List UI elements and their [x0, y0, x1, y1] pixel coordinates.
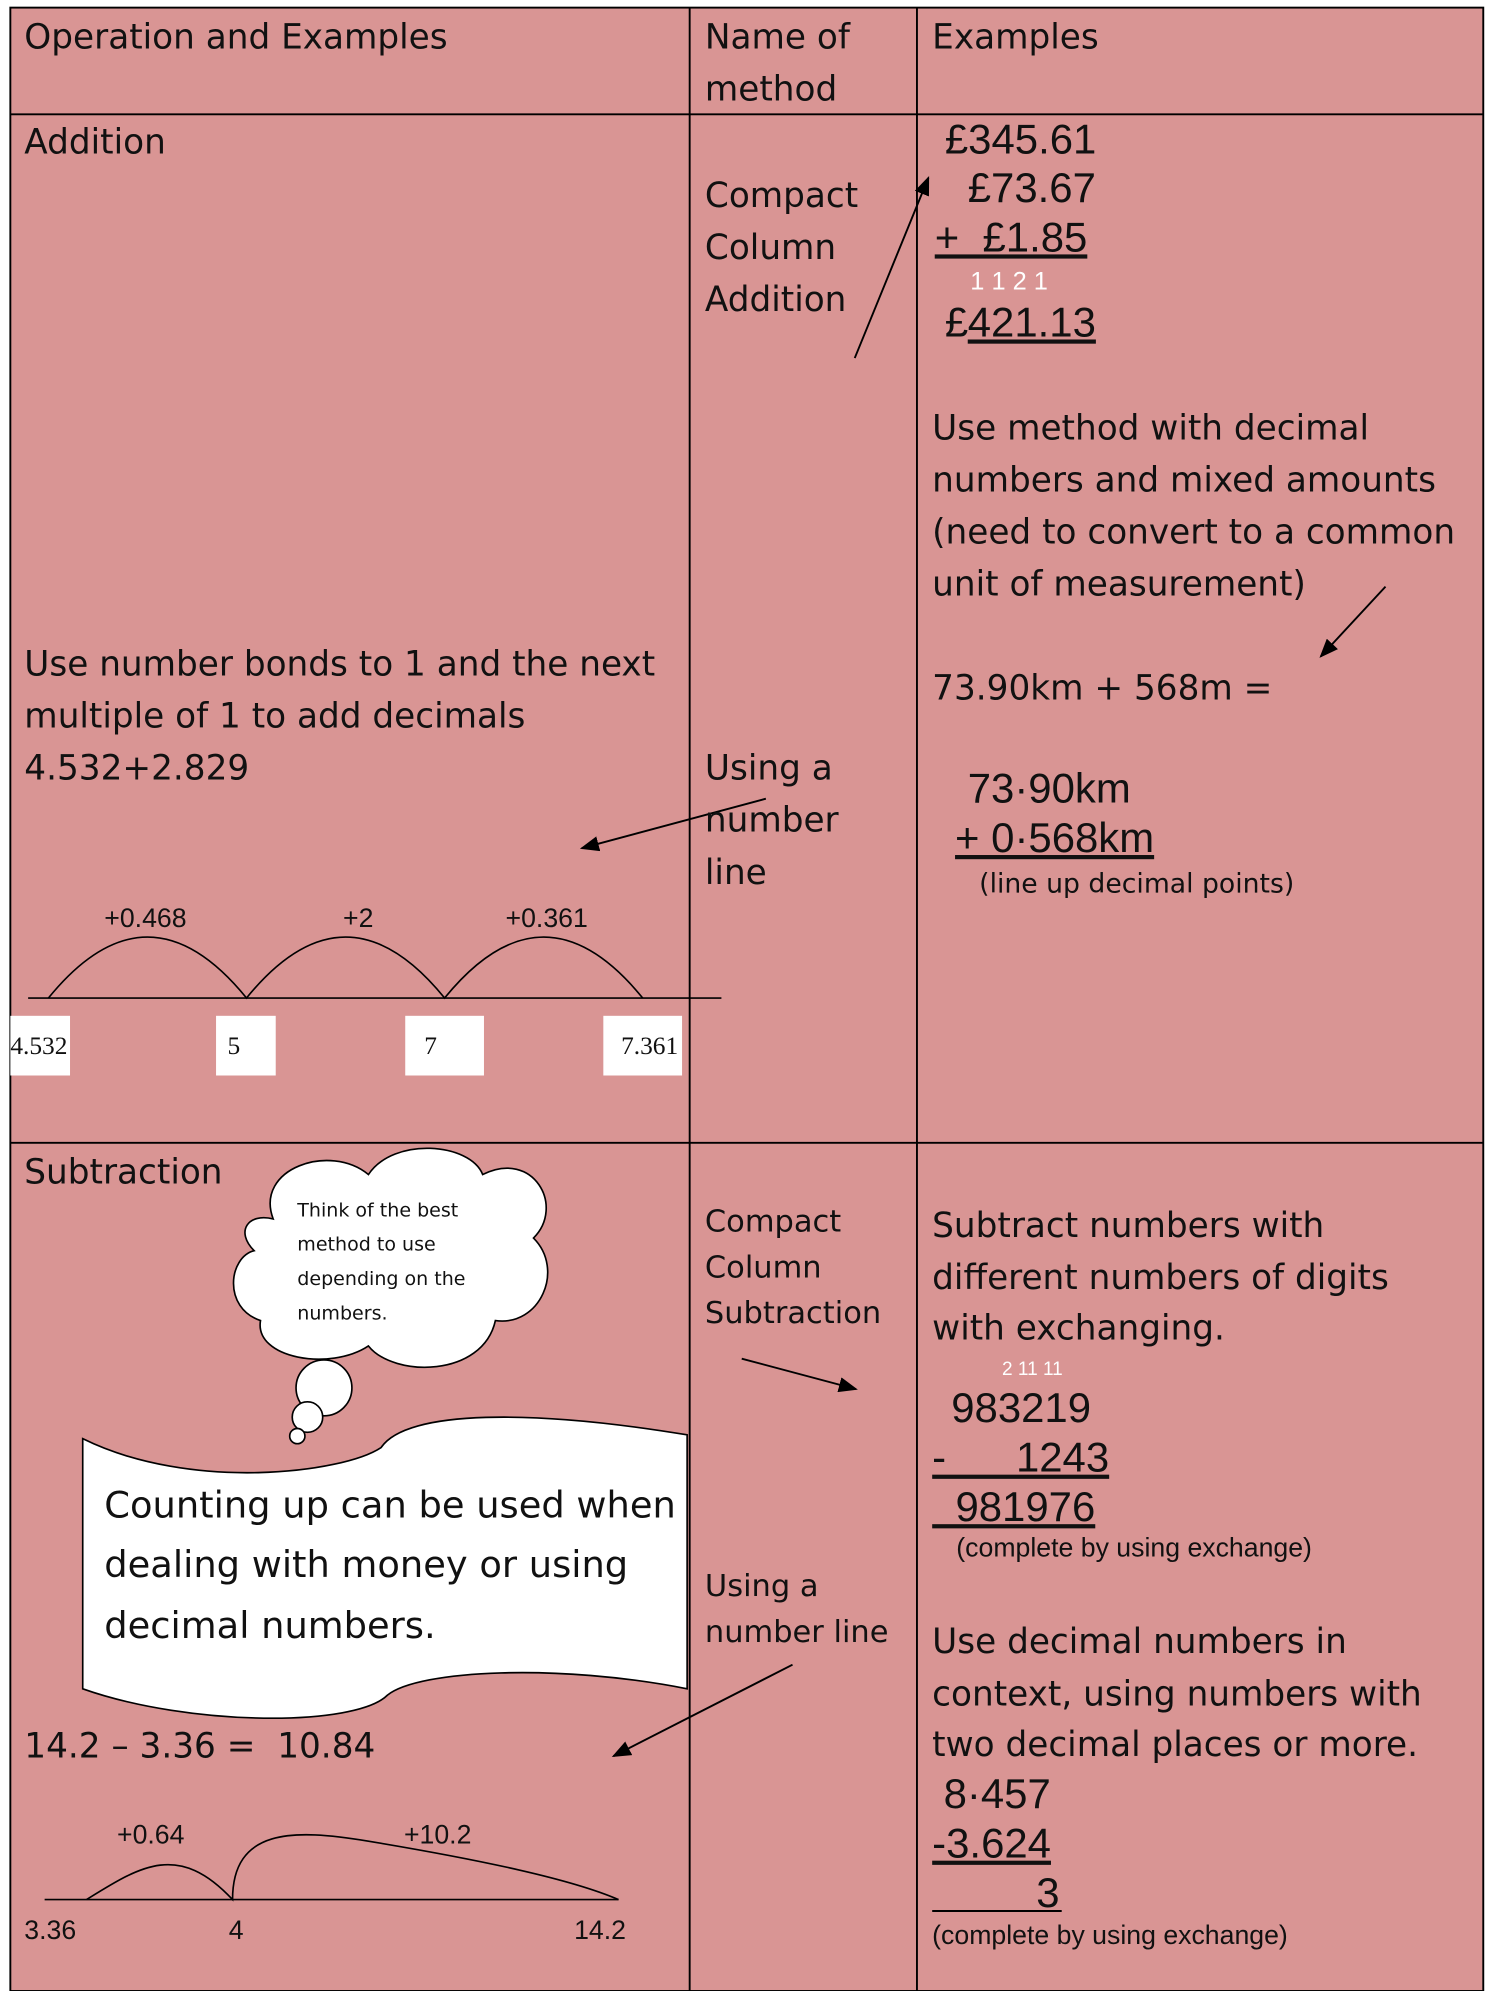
text-subtraction-method-column: Compact	[705, 1205, 841, 1240]
banner	[81, 1416, 688, 1720]
text-subtraction-note: different numbers of digits	[932, 1258, 1389, 1298]
text-addition-working: + 0·568km	[955, 814, 1154, 861]
text-subtraction-note: with exchanging.	[932, 1309, 1225, 1349]
text-subtraction-decimal-sum: 8·457	[944, 1770, 1051, 1817]
text-subtraction-banner: Counting up can be used when	[104, 1483, 676, 1526]
text-subtraction-column-sum: 983219	[951, 1384, 1091, 1431]
text-addition-working-note: (line up decimal points)	[979, 869, 1294, 900]
text-addition-number-bonds: Use number bonds to 1 and the next	[24, 645, 655, 685]
text-subtraction-number-line: +0.64	[117, 1820, 185, 1850]
text-addition-column-sum: 421.13	[968, 298, 1096, 345]
text-subtraction-method-number-line: number line	[705, 1615, 889, 1650]
text-subtraction-number-line: 14.2	[574, 1915, 626, 1945]
text-subtraction-column-sum: 981976	[932, 1483, 1095, 1530]
number-line-addition	[28, 936, 722, 1000]
text-addition-method-column: Column	[705, 228, 836, 268]
text-addition-column-sum: 1 1 2 1	[970, 268, 1048, 296]
text-subtraction-column-sum: - 1243	[932, 1434, 1109, 1481]
text-addition-number-line: 7	[424, 1032, 437, 1060]
text-subtraction-method-column: Subtraction	[705, 1296, 881, 1331]
text-addition-number-line: 7.361	[621, 1032, 678, 1060]
text-header-method: Name of	[705, 17, 851, 57]
text-subtraction-decimal-sum: -3.624	[932, 1820, 1051, 1867]
arrows	[579, 176, 1387, 1757]
text-addition-number-line: +0.361	[506, 903, 588, 933]
text-addition-method-column: Addition	[705, 280, 847, 320]
text-subtraction-decimal-sum: (complete by using exchange)	[932, 1920, 1288, 1950]
text-subtraction-equation: 14.2 – 3.36 = 10.84	[24, 1726, 375, 1766]
text-subtraction-number-line: 3.36	[24, 1915, 76, 1945]
text-addition-number-bonds: multiple of 1 to add decimals	[24, 697, 525, 737]
text-subtraction-number-line: +10.2	[404, 1820, 471, 1850]
thought-cloud	[232, 1147, 549, 1445]
text-addition-example: 73.90km + 568m =	[932, 669, 1272, 709]
text-subtraction-title: Subtraction	[24, 1152, 222, 1192]
text-addition-number-line: +0.468	[104, 903, 186, 933]
text-addition-method-number-line: line	[705, 853, 767, 893]
text-subtraction-decimal-note: Use decimal numbers in	[932, 1622, 1347, 1662]
text-subtraction-method-number-line: Using a	[705, 1569, 819, 1604]
number-line-subtraction	[44, 1834, 619, 1902]
text-addition-note: numbers and mixed amounts	[932, 460, 1436, 500]
text-addition-column-sum: £345.61	[945, 116, 1096, 163]
text-header-examples: Examples	[932, 17, 1099, 57]
text-addition-note: Use method with decimal	[932, 408, 1369, 448]
text-subtraction-column-sum: (complete by using exchange)	[956, 1533, 1312, 1563]
text-addition-column-sum: + £1.85	[935, 213, 1088, 260]
text-subtraction-decimal-sum: 3	[1036, 1869, 1059, 1916]
text-addition-method-column: Compact	[705, 176, 858, 216]
number-line-boxes	[10, 1015, 683, 1076]
text-addition-method-number-line: number	[705, 801, 840, 841]
text-subtraction-decimal-note: two decimal places or more.	[932, 1725, 1418, 1765]
text-addition-column-sum: £	[945, 298, 968, 345]
text-subtraction-thought: numbers.	[297, 1302, 387, 1324]
text-addition-note: (need to convert to a common	[932, 512, 1455, 552]
table-rules	[10, 7, 1484, 1991]
text-subtraction-thought: method to use	[297, 1234, 435, 1256]
text-subtraction-method-column: Column	[705, 1250, 822, 1285]
text-subtraction-column-sum: 2 11 11	[1002, 1359, 1063, 1380]
text-subtraction-decimal-note: context, using numbers with	[932, 1674, 1422, 1714]
text-header-operation: Operation and Examples	[24, 17, 447, 57]
text-addition-number-bonds: 4.532+2.829	[24, 749, 249, 789]
text-subtraction-number-line: 4	[229, 1915, 244, 1945]
text-addition-number-line: 4.532	[10, 1032, 67, 1060]
text-subtraction-banner: decimal numbers.	[104, 1604, 435, 1647]
text-addition-column-sum: £73.67	[968, 164, 1096, 211]
text-header-method: method	[705, 69, 837, 109]
text-addition-number-line: +2	[343, 903, 373, 933]
text-addition-number-line: 5	[227, 1032, 240, 1060]
text-addition-title: Addition	[24, 123, 166, 163]
text-subtraction-note: Subtract numbers with	[932, 1206, 1324, 1246]
text-subtraction-banner: dealing with money or using	[104, 1543, 628, 1586]
text-addition-method-number-line: Using a	[705, 749, 833, 789]
text-subtraction-thought: Think of the best	[296, 1199, 458, 1221]
text-subtraction-thought: depending on the	[297, 1268, 465, 1290]
text-addition-note: unit of measurement)	[932, 565, 1306, 605]
text-addition-working: 73·90km	[968, 764, 1131, 811]
